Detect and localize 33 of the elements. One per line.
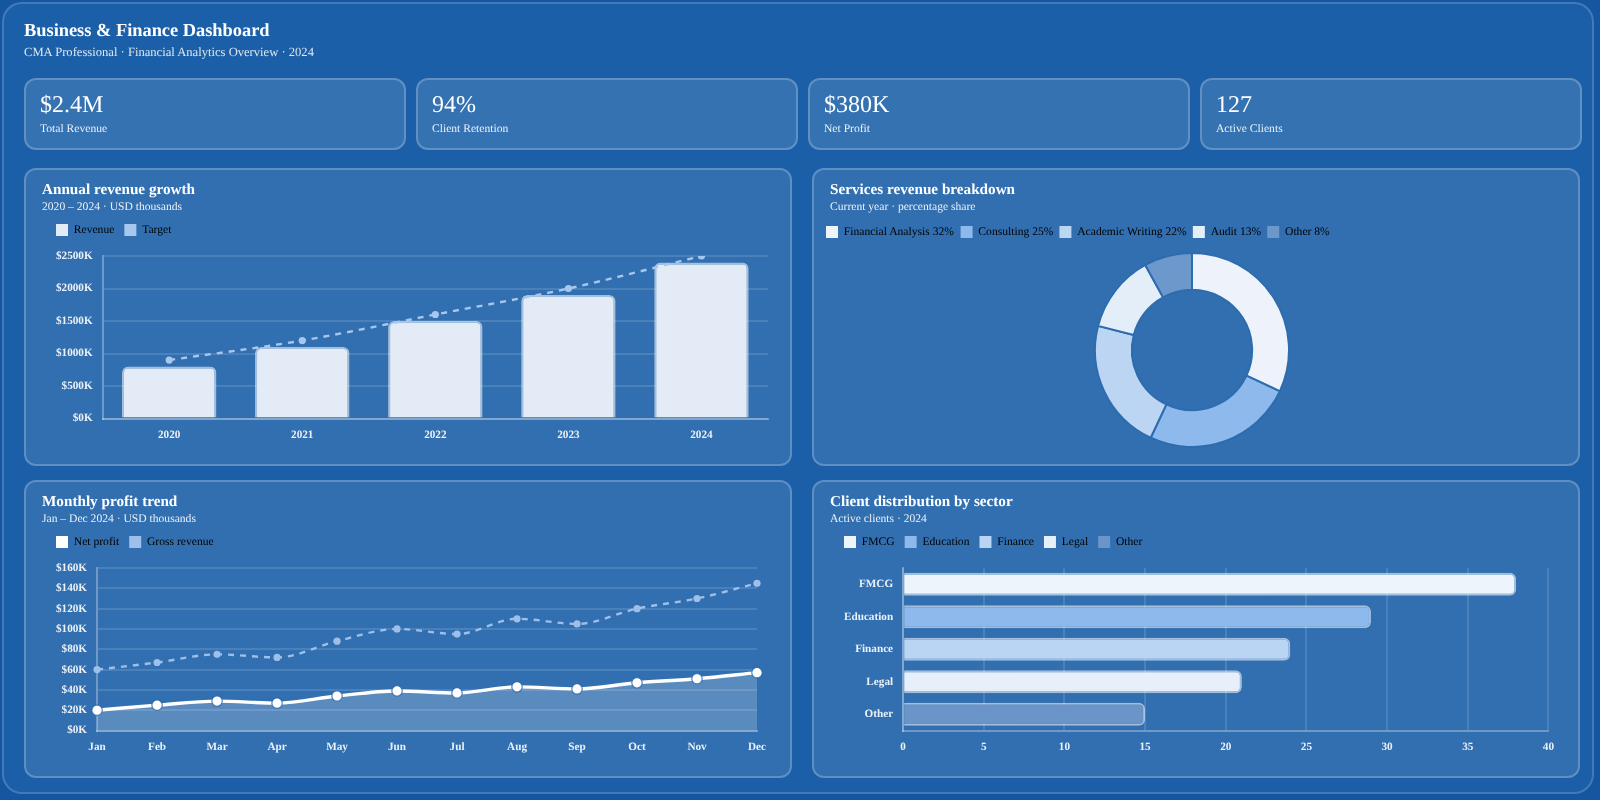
text: $380K — [824, 90, 890, 120]
point — [511, 681, 523, 693]
point — [165, 356, 173, 364]
point — [391, 685, 403, 697]
point — [393, 625, 401, 633]
point — [298, 336, 306, 345]
point — [513, 615, 521, 623]
text: $2.4M — [40, 90, 104, 120]
text: 127 — [1216, 90, 1252, 120]
point — [753, 579, 761, 587]
point — [573, 620, 581, 628]
point — [431, 310, 439, 319]
point — [271, 697, 283, 709]
point — [91, 704, 103, 717]
text: 94% — [432, 90, 476, 120]
point — [211, 695, 223, 707]
point — [333, 637, 341, 645]
text: Business & Finance Dashboard — [24, 20, 270, 42]
point — [331, 690, 343, 702]
point — [151, 699, 163, 711]
point — [631, 677, 643, 689]
point — [153, 658, 161, 667]
point — [751, 666, 763, 679]
point — [564, 284, 572, 293]
point — [693, 594, 701, 603]
point — [451, 687, 463, 699]
point — [691, 672, 703, 685]
point — [633, 605, 641, 613]
point — [273, 653, 281, 662]
point — [571, 683, 583, 695]
point — [453, 630, 461, 638]
point — [213, 650, 221, 658]
point — [93, 666, 101, 674]
